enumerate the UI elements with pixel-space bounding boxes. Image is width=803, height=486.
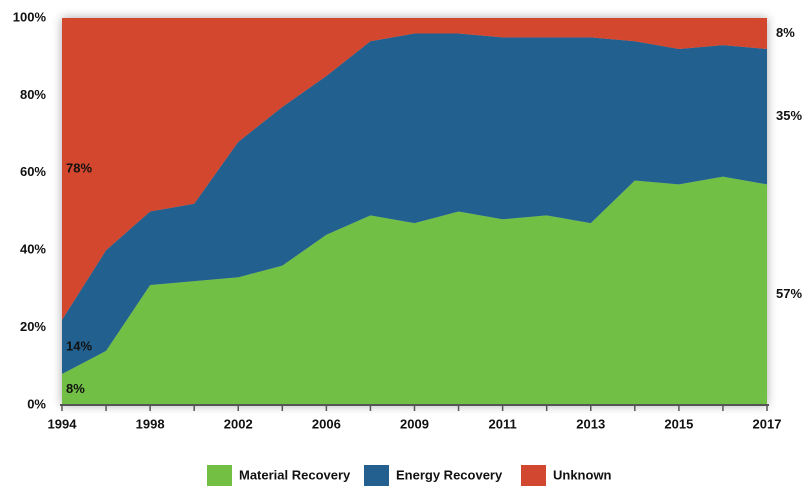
data-label: 8% bbox=[66, 381, 85, 396]
area bbox=[62, 176, 767, 405]
data-label: 78% bbox=[66, 160, 92, 175]
area bbox=[62, 18, 767, 320]
legend-swatch bbox=[207, 465, 232, 486]
y-tick-label: 60% bbox=[20, 164, 46, 179]
plot-area bbox=[62, 18, 767, 405]
data-label: 14% bbox=[66, 338, 92, 353]
y-tick-label: 100% bbox=[13, 9, 47, 24]
legend-swatch bbox=[364, 465, 389, 486]
x-tick-label: 1994 bbox=[48, 416, 78, 431]
data-label: 57% bbox=[776, 286, 802, 301]
data-label: 8% bbox=[776, 25, 795, 40]
y-tick-label: 40% bbox=[20, 242, 46, 257]
y-tick-label: 80% bbox=[20, 87, 46, 102]
x-tick-label: 2013 bbox=[576, 416, 605, 431]
x-tick-label: 2011 bbox=[489, 416, 517, 431]
legend-label: Unknown bbox=[553, 467, 612, 482]
areas bbox=[62, 18, 767, 405]
legend-label: Energy Recovery bbox=[396, 467, 503, 482]
x-tick-label: 2009 bbox=[400, 416, 429, 431]
x-tick-label: 2015 bbox=[664, 416, 693, 431]
area bbox=[62, 33, 767, 375]
x-tick-label: 2006 bbox=[312, 416, 341, 431]
x-tick-label: 2017 bbox=[753, 416, 782, 431]
y-tick-label: 20% bbox=[20, 319, 46, 334]
x-tick-label: 2002 bbox=[224, 416, 253, 431]
data-label: 35% bbox=[776, 108, 802, 123]
legend-swatch bbox=[521, 465, 546, 486]
legend-label: Material Recovery bbox=[239, 467, 351, 482]
y-tick-label: 0% bbox=[27, 396, 46, 411]
x-tick-label: 1998 bbox=[136, 416, 165, 431]
